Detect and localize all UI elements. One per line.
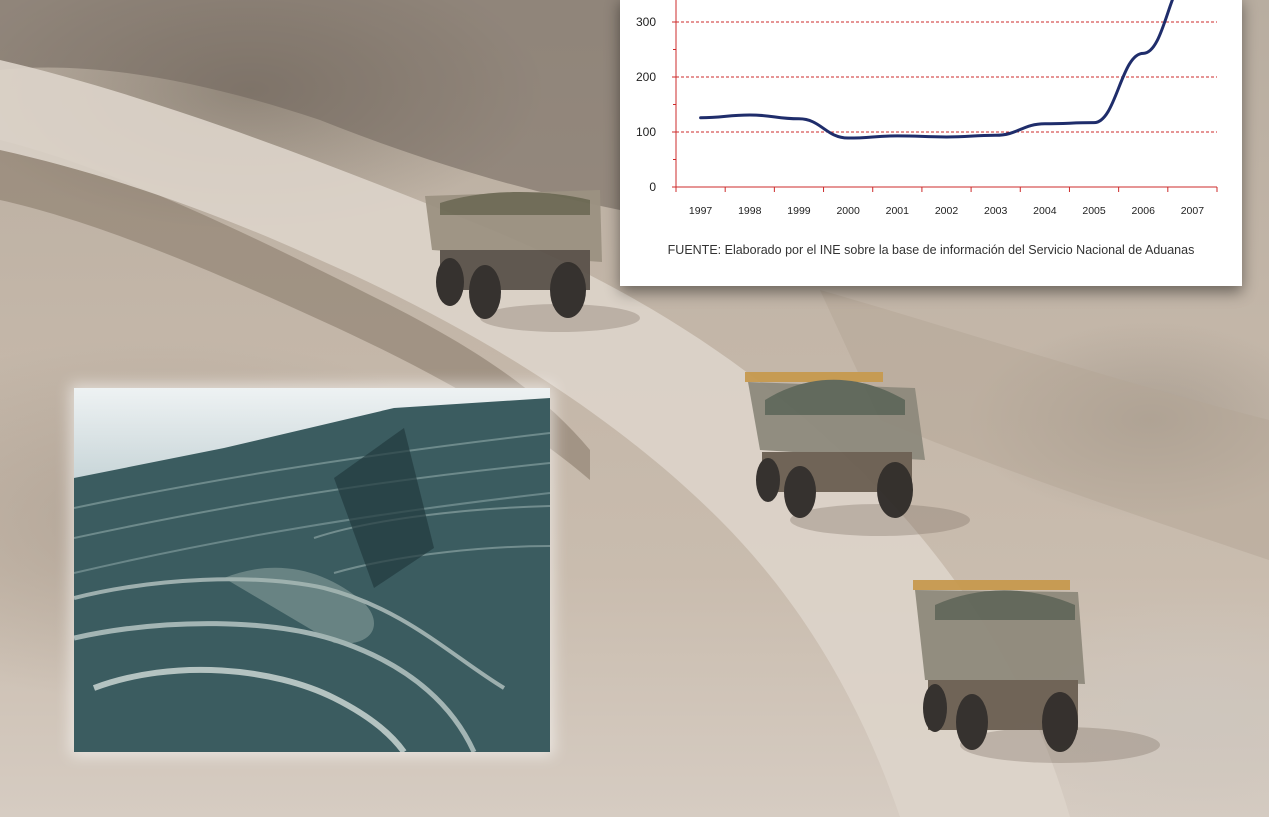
x-tick-label: 2002 (935, 205, 959, 217)
haul-truck-2 (745, 372, 970, 536)
series-line-0 (699, 0, 1174, 140)
y-tick-label: 200 (636, 70, 656, 84)
x-tick-label: 2004 (1033, 205, 1057, 217)
haul-truck-1 (425, 190, 640, 332)
x-tick-label: 1998 (738, 205, 762, 217)
x-tick-label: 2007 (1181, 205, 1205, 217)
x-axis-ticks: 1997 1998 1999 2000 2001 2002 2003 2004 2005 2006… (675, 187, 1218, 217)
y-tick-label: 0 (649, 180, 656, 194)
chart-source-note: FUENTE: Elaborado por el INE sobre la ba… (667, 243, 1195, 257)
line-chart: 0 100 200 300 1997 1998 1999 2000 2001 2002 2003 2… (636, 0, 1218, 217)
y-tick-label: 100 (636, 125, 656, 139)
x-tick-label: 2001 (886, 205, 910, 217)
haul-truck-3 (913, 580, 1160, 763)
x-tick-label: 2006 (1132, 205, 1156, 217)
x-tick-label: 2003 (984, 205, 1008, 217)
axes (675, 0, 1217, 188)
chart-panel: 0 100 200 300 1997 1998 1999 2000 2001 2002 2003 2… (620, 0, 1242, 286)
y-tick-label: 300 (636, 15, 656, 29)
x-tick-label: 1999 (787, 205, 811, 217)
x-tick-label: 1997 (689, 205, 713, 217)
x-tick-label: 2000 (836, 205, 860, 217)
y-axis-ticks: 0 100 200 300 (636, 15, 676, 194)
gridlines (676, 21, 1217, 133)
x-tick-label: 2005 (1082, 205, 1106, 217)
series (699, 0, 1174, 140)
open-pit-mine-photo (74, 388, 550, 752)
